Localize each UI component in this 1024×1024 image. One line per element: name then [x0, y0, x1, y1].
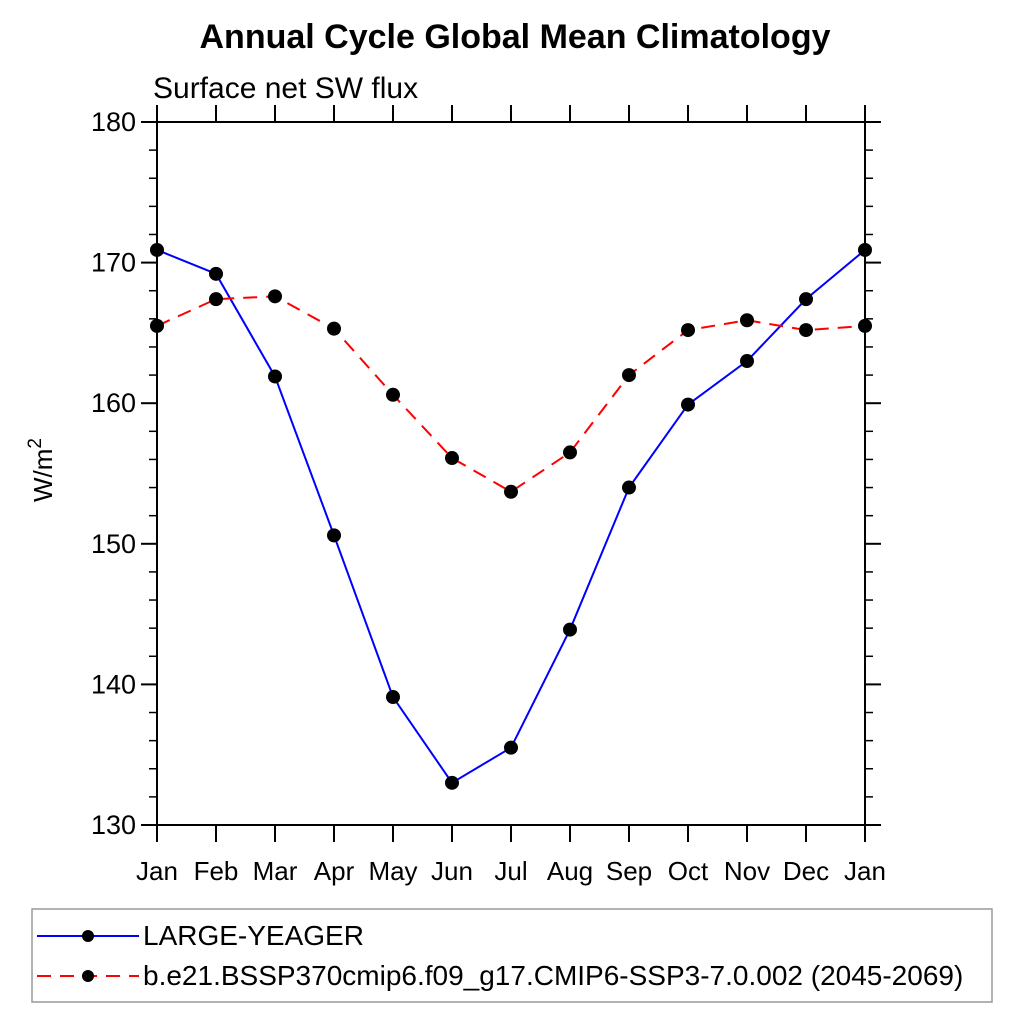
data-point-marker	[209, 266, 223, 281]
x-tick-label: Jun	[431, 856, 473, 886]
y-tick-label: 170	[91, 248, 136, 278]
legend-marker	[82, 970, 94, 982]
x-tick-label: Sep	[606, 856, 652, 886]
data-point-marker	[504, 484, 518, 499]
data-point-marker	[740, 354, 754, 369]
x-tick-label: Dec	[783, 856, 829, 886]
legend-label: b.e21.BSSP370cmip6.f09_g17.CMIP6-SSP3-7.…	[143, 960, 963, 991]
data-point-marker	[740, 313, 754, 328]
data-point-marker	[799, 292, 813, 307]
data-point-marker	[209, 292, 223, 307]
x-tick-label: Nov	[724, 856, 770, 886]
data-point-marker	[799, 323, 813, 338]
x-tick-label: May	[368, 856, 417, 886]
legend-box	[31, 908, 993, 1003]
x-tick-label: Oct	[668, 856, 709, 886]
chart-subtitle: Surface net SW flux	[153, 72, 418, 105]
data-point-marker	[504, 740, 518, 755]
axes: Jan Feb Mar Apr May Jun Jul Aug Sep Oct Nov Dec Jan1…	[91, 105, 886, 886]
data-point-marker	[622, 368, 636, 383]
data-point-marker	[150, 242, 164, 257]
data-point-marker	[268, 369, 282, 384]
data-point-marker	[445, 451, 459, 466]
data-point-marker	[268, 289, 282, 304]
data-point-marker	[327, 528, 341, 543]
x-tick-label: Feb	[194, 856, 239, 886]
x-tick-label: Mar	[253, 856, 298, 886]
series-line	[156, 295, 866, 493]
legend: LARGE-YEAGER b.e21.BSSP370cmip6.f09_g17.C…	[31, 908, 993, 1003]
chart-title: Annual Cycle Global Mean Climatology	[200, 18, 831, 56]
y-tick-label: 130	[91, 810, 136, 840]
x-tick-label: Jan	[844, 856, 886, 886]
data-point-marker	[563, 622, 577, 637]
data-point-marker	[858, 318, 872, 333]
x-tick-label: Aug	[547, 856, 593, 886]
plot-frame	[156, 121, 866, 826]
series-line	[156, 249, 866, 785]
y-tick-label: 150	[91, 529, 136, 559]
y-tick-label: 160	[91, 388, 136, 418]
data-point-marker	[150, 318, 164, 333]
y-tick-label: 180	[91, 107, 136, 137]
data-point-marker	[681, 323, 695, 338]
series-lines	[150, 242, 872, 790]
data-point-marker	[445, 775, 459, 790]
x-tick-label: Apr	[314, 856, 355, 886]
x-tick-label: Jan	[136, 856, 178, 886]
legend-marker	[82, 930, 94, 942]
data-point-marker	[386, 387, 400, 402]
data-point-marker	[681, 397, 695, 412]
y-tick-label: 140	[91, 669, 136, 699]
x-tick-label: Jul	[494, 856, 527, 886]
legend-label: LARGE-YEAGER	[143, 920, 364, 951]
data-point-marker	[563, 445, 577, 460]
data-point-marker	[858, 242, 872, 257]
data-point-marker	[386, 690, 400, 705]
data-point-marker	[622, 480, 636, 495]
y-axis-label: W/m2	[25, 438, 58, 502]
data-point-marker	[327, 321, 341, 336]
